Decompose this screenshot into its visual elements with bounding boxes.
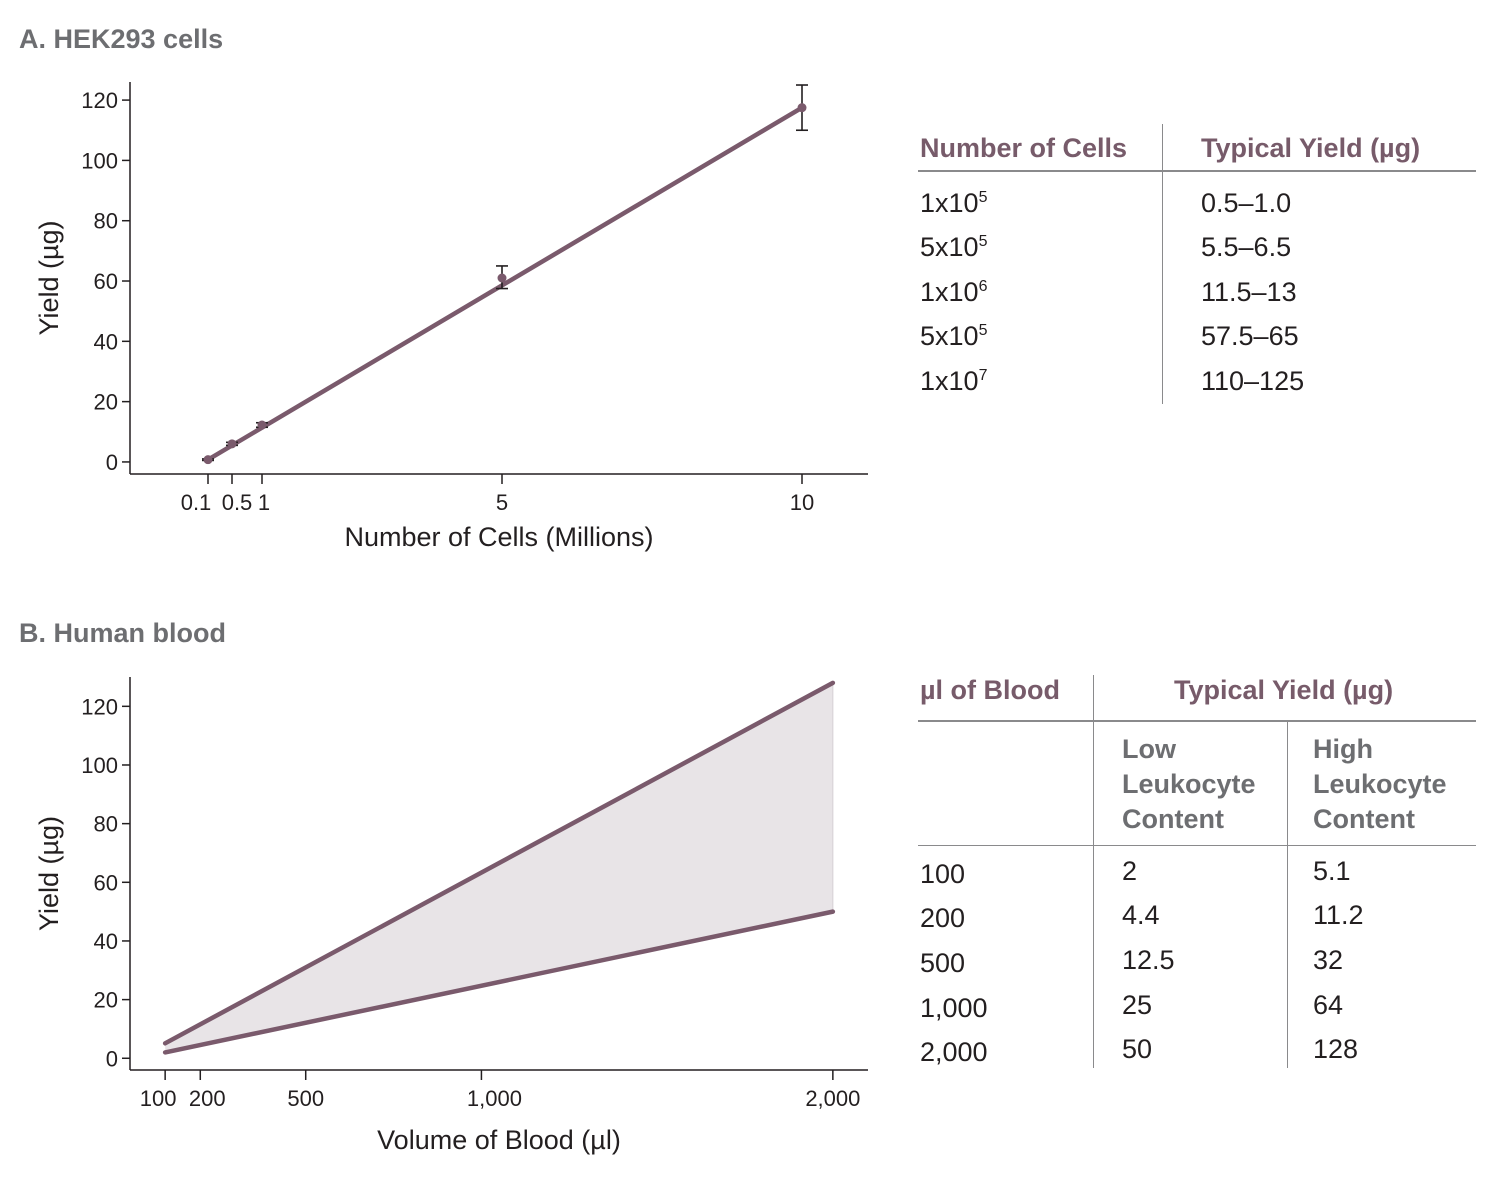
x-tick-label: 1 (258, 490, 270, 515)
table-b-cell-low: 12.5 (1122, 945, 1175, 975)
series-line-low-leukocyte (162, 909, 836, 1055)
y-tick-label: 60 (94, 269, 118, 294)
table-a-header-rule (918, 170, 1476, 172)
x-axis-title: Number of Cells (Millions) (344, 522, 653, 552)
x-tick-label: 2,000 (805, 1086, 860, 1111)
cell-count-exponent: 5 (978, 189, 988, 206)
panel-b-title: B. Human blood (19, 618, 226, 648)
y-tick-label: 80 (94, 209, 118, 234)
table-b-cell-high: 11.2 (1313, 900, 1364, 930)
table-a-column-rule (1162, 124, 1163, 404)
x-axis-title: Volume of Blood (µl) (377, 1125, 621, 1155)
y-tick-label: 100 (81, 753, 118, 778)
data-point (227, 439, 237, 449)
sub-high-line-2: Leukocyte (1313, 769, 1447, 799)
table-a-cell-yield: 57.5–65 (1201, 321, 1299, 351)
y-tick-label: 80 (94, 812, 118, 837)
x-tick-label: 500 (287, 1086, 324, 1111)
table-a-cell-cells: 5x105 (920, 321, 987, 352)
y-tick-label: 20 (94, 988, 118, 1013)
x-tick-label: 10 (790, 490, 814, 515)
cell-count-exponent: 7 (978, 367, 988, 384)
sub-low-line-2: Leukocyte (1122, 769, 1256, 799)
x-tick-label: 5 (496, 490, 508, 515)
y-tick-label: 20 (94, 390, 118, 415)
table-a-cell-cells: 1x106 (920, 277, 987, 308)
y-tick-label: 40 (94, 329, 118, 354)
y-tick-label: 60 (94, 870, 118, 895)
table-b-header-rule (918, 720, 1476, 722)
cell-count-exponent: 5 (978, 233, 988, 250)
table-a-cell-cells: 1x107 (920, 366, 987, 397)
table-a-header-yield: Typical Yield (µg) (1201, 133, 1421, 163)
x-tick-label: 100 (140, 1086, 177, 1111)
chart-a: 0 20 40 60 80 100 120 Number of Cells (Millions… (34, 82, 868, 552)
data-point (797, 103, 807, 113)
table-b-subheader-rule (918, 845, 1476, 846)
sub-low-line-3: Content (1122, 804, 1224, 834)
table-b-subheader-high: High Leukocyte Content (1313, 732, 1447, 837)
table-b-cell-volume: 100 (920, 859, 966, 889)
table-b-cell-volume: 2,000 (920, 1037, 988, 1067)
y-tick-label: 120 (81, 694, 118, 719)
data-point (497, 273, 507, 283)
y-axis-title: Yield (µg) (34, 816, 64, 931)
cell-count-base: 1x10 (920, 366, 979, 396)
table-a-cell-yield: 11.5–13 (1201, 277, 1297, 307)
table-b-subheader-low: Low Leukocyte Content (1122, 732, 1256, 837)
cell-count-base: 5x10 (920, 321, 979, 351)
table-b-cell-volume: 200 (920, 903, 966, 933)
cell-count-base: 1x10 (920, 277, 979, 307)
table-b-cell-low: 4.4 (1122, 900, 1160, 930)
table-b-cell-high: 5.1 (1313, 856, 1351, 886)
table-b-header-volume: µl of Blood (920, 675, 1061, 705)
table-a-header-cells: Number of Cells (920, 133, 1128, 163)
sub-high-line-1: High (1313, 734, 1373, 764)
table-a-cell-cells: 1x105 (920, 188, 987, 219)
series-line-yield (205, 105, 805, 462)
table-a-cell-yield: 0.5–1.0 (1201, 188, 1292, 218)
table-b-cell-volume: 500 (920, 948, 966, 978)
cell-count-exponent: 6 (978, 278, 988, 295)
table-b-cell-high: 32 (1313, 945, 1344, 975)
table-a-cell-yield: 110–125 (1201, 366, 1305, 396)
panel-a-title: A. HEK293 cells (19, 24, 224, 54)
sub-high-line-3: Content (1313, 804, 1415, 834)
table-b-cell-low: 2 (1122, 856, 1138, 886)
table-a-cell-yield: 5.5–6.5 (1201, 232, 1292, 262)
x-tick-label: 0.1 (181, 490, 212, 515)
cell-count-exponent: 5 (978, 322, 988, 339)
sub-low-line-1: Low (1122, 734, 1176, 764)
data-point (257, 420, 267, 430)
table-b-header-yield: Typical Yield (µg) (1174, 675, 1394, 705)
y-tick-label: 40 (94, 929, 118, 954)
cell-count-base: 1x10 (920, 188, 979, 218)
cell-count-base: 5x10 (920, 232, 979, 262)
x-tick-label: 1,000 (467, 1086, 522, 1111)
table-b-column-rule-2 (1287, 722, 1288, 1068)
table-b-cell-high: 128 (1313, 1034, 1359, 1064)
x-tick-label: 0.5 (222, 490, 253, 515)
table-b-cell-low: 25 (1122, 990, 1153, 1020)
x-tick-label: 200 (189, 1086, 226, 1111)
table-b-cell-high: 64 (1313, 990, 1344, 1020)
y-tick-label: 0 (106, 1046, 118, 1071)
y-tick-label: 0 (106, 450, 118, 475)
y-tick-label: 120 (81, 88, 118, 113)
table-b-column-rule-1 (1093, 675, 1094, 1068)
table-a-cell-cells: 5x105 (920, 232, 987, 263)
table-b-cell-volume: 1,000 (920, 993, 988, 1023)
y-axis-title: Yield (µg) (34, 220, 64, 335)
series-line-high-leukocyte (162, 680, 836, 1046)
data-point (203, 455, 213, 465)
y-tick-label: 100 (81, 148, 118, 173)
table-b-cell-low: 50 (1122, 1034, 1153, 1064)
chart-b: 0 20 40 60 80 100 120 Volume of Blood (µl) Yield… (34, 677, 868, 1155)
